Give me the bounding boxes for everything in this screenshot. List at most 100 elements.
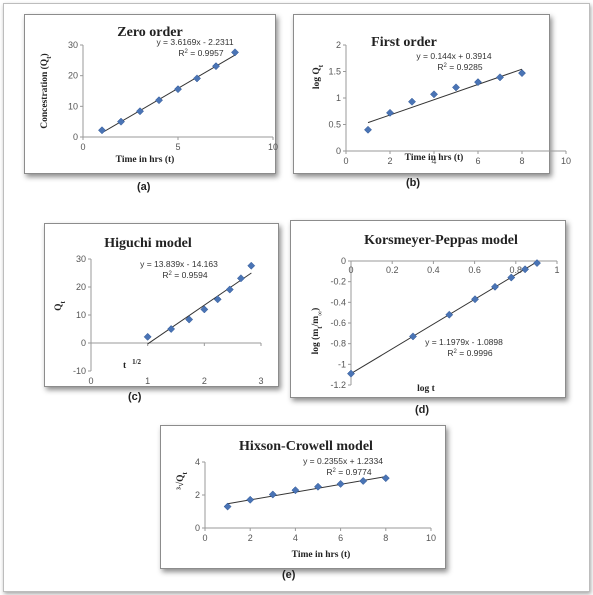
x-tick-label: 2 bbox=[387, 156, 392, 166]
r-squared-value: = 0.9285 bbox=[447, 62, 483, 72]
y-axis-label-end: ) bbox=[39, 53, 50, 56]
caption-c: (c) bbox=[128, 391, 142, 403]
x-tick-label: 6 bbox=[475, 156, 480, 166]
trendline bbox=[350, 260, 539, 375]
chart-panel-hixson-crowell: 0 2 4 0 2 4 6 8 10 Hixson-Crowell model y = 0.2355… bbox=[160, 425, 446, 569]
y-axis-label-subscript: t bbox=[45, 56, 53, 59]
y-axis-label: log (mt/m∞) bbox=[310, 308, 324, 355]
data-point bbox=[143, 332, 152, 341]
x-tick-label: 1 bbox=[554, 265, 559, 275]
r-squared-prefix: R bbox=[437, 62, 443, 72]
y-tick-label: 30 bbox=[68, 40, 78, 50]
y-tick-label: 4 bbox=[195, 457, 200, 467]
y-tick-label: -0.2 bbox=[330, 277, 346, 287]
data-point bbox=[445, 310, 454, 319]
y-tick-label: 30 bbox=[76, 254, 86, 264]
x-tick-label: 4 bbox=[293, 533, 298, 543]
data-point bbox=[225, 285, 234, 294]
data-point bbox=[231, 48, 239, 57]
x-tick-label: 0 bbox=[343, 156, 348, 166]
y-tick-label: -0.4 bbox=[330, 297, 346, 307]
x-tick-label: 0 bbox=[348, 265, 353, 275]
x-tick-label: 1 bbox=[145, 376, 150, 386]
r-squared-value: = 0.9996 bbox=[457, 348, 493, 358]
y-tick-label: -0.6 bbox=[330, 318, 346, 328]
data-point bbox=[408, 97, 416, 106]
x-axis-label: t 1/2 bbox=[123, 358, 142, 371]
data-point bbox=[98, 126, 106, 135]
data-point bbox=[291, 486, 300, 495]
x-axis-label: Time in hrs (t) bbox=[116, 154, 175, 165]
chart-panel-zero-order: 0 10 20 30 0 5 10 Zero order y = 3.6169x - 2.231… bbox=[24, 14, 278, 174]
chart-title: Hixson-Crowell model bbox=[239, 439, 373, 454]
y-tick-label: 0 bbox=[81, 338, 86, 348]
r-squared-prefix: R bbox=[178, 48, 184, 58]
chart-title: First order bbox=[371, 35, 437, 50]
y-tick-label: -1.2 bbox=[330, 380, 346, 390]
r-squared-label: R2 = 0.9774 bbox=[326, 467, 371, 477]
y-axis-label-text: log (m bbox=[310, 329, 321, 355]
y-axis-label-text: log Q bbox=[312, 67, 322, 89]
data-point bbox=[518, 69, 526, 78]
data-point bbox=[533, 259, 541, 268]
r-squared-prefix: R bbox=[326, 467, 332, 477]
data-point bbox=[174, 85, 182, 94]
y-tick-label: 0 bbox=[195, 523, 200, 533]
y-tick-label: 0.5 bbox=[328, 120, 341, 130]
x-tick-label: 6 bbox=[338, 533, 343, 543]
data-point bbox=[347, 369, 355, 378]
data-point bbox=[507, 273, 516, 282]
data-point bbox=[167, 325, 176, 333]
y-tick-label: 0 bbox=[73, 132, 78, 142]
data-point bbox=[314, 482, 322, 491]
r-squared-superscript: 2 bbox=[169, 271, 173, 277]
r-squared-superscript: 2 bbox=[333, 468, 337, 474]
y-axis-label: Qt bbox=[54, 300, 67, 310]
trendline bbox=[147, 272, 252, 345]
trendline-equation: y = 1.1979x - 1.0898 bbox=[425, 337, 503, 347]
r-squared-label: R2 = 0.9594 bbox=[162, 270, 207, 280]
chart-korsmeyer-peppas: 0-0.2-0.4-0.6-0.8-1-1.20 0.2 0.4 0.6 0.8 1Kor… bbox=[310, 233, 560, 394]
chart-panel-higuchi: -10 0 10 20 30 0 1 2 3 Higuchi model y = 13.839x -… bbox=[44, 223, 279, 387]
data-point bbox=[212, 62, 220, 71]
x-axis-label-superscript: 1/2 bbox=[132, 358, 141, 366]
x-tick-label: 0.6 bbox=[468, 265, 481, 275]
y-tick-label: 10 bbox=[76, 310, 86, 320]
chart-title: Zero order bbox=[117, 25, 182, 40]
x-tick-label: 0.8 bbox=[510, 265, 523, 275]
data-point bbox=[474, 78, 482, 87]
y-tick-label: 2 bbox=[195, 490, 200, 500]
caption-a: (a) bbox=[137, 181, 151, 193]
x-tick-label: 0 bbox=[80, 142, 85, 152]
data-point bbox=[117, 117, 125, 126]
y-axis-label-text: Q bbox=[54, 303, 64, 310]
x-tick-label: 2 bbox=[202, 376, 207, 386]
y-axis-label-text: ³√Q bbox=[175, 474, 186, 489]
trendline-equation: y = 0.2355x + 1.2334 bbox=[303, 456, 383, 466]
r-squared-value: = 0.9957 bbox=[188, 48, 224, 58]
data-point bbox=[336, 479, 345, 488]
caption-e: (e) bbox=[282, 569, 296, 581]
x-tick-label: 8 bbox=[519, 156, 524, 166]
data-point bbox=[386, 108, 394, 117]
chart-title: Korsmeyer-Peppas model bbox=[364, 233, 518, 248]
y-axis-label-subscript: t bbox=[317, 64, 325, 67]
x-axis-label-text: Time in hrs (t) bbox=[116, 154, 175, 165]
r-squared-label: R2 = 0.9957 bbox=[178, 48, 223, 58]
y-axis-label: ³√Qt bbox=[175, 471, 189, 489]
data-point bbox=[247, 261, 256, 270]
y-axis-label-subscript-2: ∞ bbox=[316, 311, 324, 316]
data-point bbox=[496, 73, 504, 82]
x-axis-label-text: log t bbox=[417, 384, 436, 394]
r-squared-label: R2 = 0.9996 bbox=[447, 348, 492, 358]
x-tick-label: 10 bbox=[426, 533, 436, 543]
x-tick-label: 5 bbox=[175, 142, 180, 152]
trendline-equation: y = 13.839x - 14.163 bbox=[140, 259, 218, 269]
y-tick-label: -1 bbox=[338, 359, 346, 369]
data-point bbox=[381, 474, 390, 483]
x-axis-label-text: Time in hrs (t) bbox=[405, 152, 464, 163]
y-tick-label: 1.5 bbox=[328, 67, 341, 77]
data-point bbox=[185, 315, 194, 324]
